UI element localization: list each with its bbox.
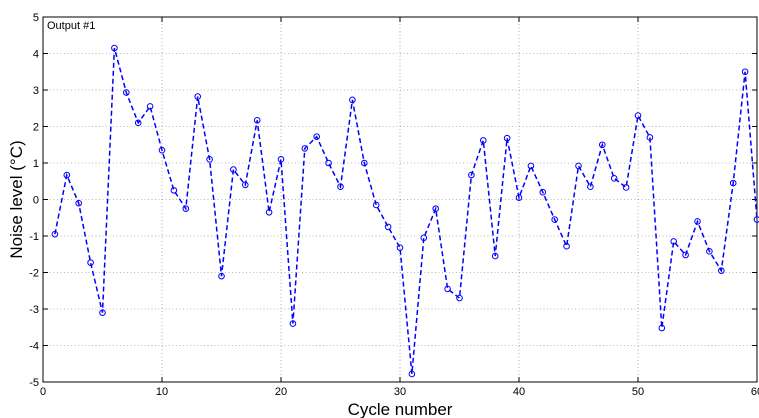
data-point xyxy=(182,205,190,212)
data-point xyxy=(75,199,82,207)
data-point xyxy=(349,96,356,104)
data-point xyxy=(480,137,487,144)
data-point xyxy=(539,188,547,196)
data-point xyxy=(634,112,642,119)
data-point xyxy=(206,156,213,163)
data-point xyxy=(99,309,106,316)
data-point xyxy=(337,183,344,191)
data-point xyxy=(325,159,332,167)
data-point xyxy=(563,242,570,250)
data-point xyxy=(468,171,475,179)
data-point xyxy=(408,370,416,378)
x-tick-label: 30 xyxy=(394,386,406,398)
y-tick-label: 3 xyxy=(33,85,39,97)
x-tick-label: 50 xyxy=(632,386,644,398)
data-point xyxy=(527,162,535,170)
data-point xyxy=(599,141,606,149)
data-point xyxy=(753,216,759,223)
output-annotation: Output #1 xyxy=(47,20,95,32)
data-point xyxy=(670,238,678,245)
y-tick-label: 1 xyxy=(33,158,39,170)
data-point xyxy=(515,194,523,201)
data-point xyxy=(444,285,451,293)
x-tick-label: 10 xyxy=(156,386,168,398)
data-point xyxy=(265,208,273,216)
data-point xyxy=(587,183,594,191)
data-point xyxy=(622,184,630,191)
data-point xyxy=(384,223,392,231)
data-point xyxy=(170,187,178,194)
data-point xyxy=(277,156,285,163)
data-point xyxy=(301,145,309,152)
data-point xyxy=(372,201,380,209)
data-point xyxy=(491,252,499,260)
data-point xyxy=(456,294,463,302)
data-point xyxy=(503,134,511,142)
data-point xyxy=(694,218,701,225)
y-tick-label: -1 xyxy=(29,231,39,243)
data-point xyxy=(741,68,749,76)
data-point xyxy=(706,248,713,255)
y-tick-label: -5 xyxy=(29,377,39,389)
data-point xyxy=(253,116,261,124)
data-point xyxy=(289,320,297,327)
data-point xyxy=(729,179,737,187)
data-point xyxy=(396,244,404,251)
data-point xyxy=(313,133,321,141)
x-tick-label: 60 xyxy=(751,386,759,398)
data-point xyxy=(158,146,166,154)
data-point xyxy=(230,166,237,173)
data-point xyxy=(718,267,725,274)
data-point xyxy=(682,251,689,259)
data-point xyxy=(551,216,559,223)
data-point xyxy=(218,272,225,280)
y-tick-label: 0 xyxy=(33,195,39,207)
data-point xyxy=(242,181,249,189)
data-point xyxy=(361,159,368,167)
data-point xyxy=(432,205,440,212)
x-tick-label: 20 xyxy=(275,386,287,398)
data-point xyxy=(87,259,94,266)
y-axis-label: Noise level (°C) xyxy=(7,140,26,258)
y-tick-label: 2 xyxy=(33,122,39,134)
data-point xyxy=(575,162,582,170)
data-point xyxy=(420,234,428,242)
data-point xyxy=(658,324,666,332)
y-tick-label: 4 xyxy=(33,49,39,61)
y-tick-label: -3 xyxy=(29,304,39,316)
y-tick-label: -4 xyxy=(29,341,39,353)
data-point xyxy=(63,171,71,179)
data-point xyxy=(610,175,618,182)
x-tick-label: 0 xyxy=(40,386,46,398)
x-axis-label: Cycle number xyxy=(348,400,453,418)
data-point xyxy=(123,89,130,96)
data-point xyxy=(134,119,142,127)
series-layer xyxy=(51,44,759,378)
y-tick-label: 5 xyxy=(33,12,39,24)
data-point xyxy=(646,134,654,141)
data-point xyxy=(146,103,154,110)
data-point xyxy=(111,44,118,52)
series-line xyxy=(54,47,758,375)
x-tick-label: 40 xyxy=(513,386,525,398)
data-point xyxy=(51,230,59,238)
data-point xyxy=(194,93,201,100)
y-tick-label: -2 xyxy=(29,268,39,280)
axis-ticks: 0 10 20 30 40 50 60 -5 -4 -3 -2 -1 0 1 2 3 4 5 xyxy=(29,12,759,398)
